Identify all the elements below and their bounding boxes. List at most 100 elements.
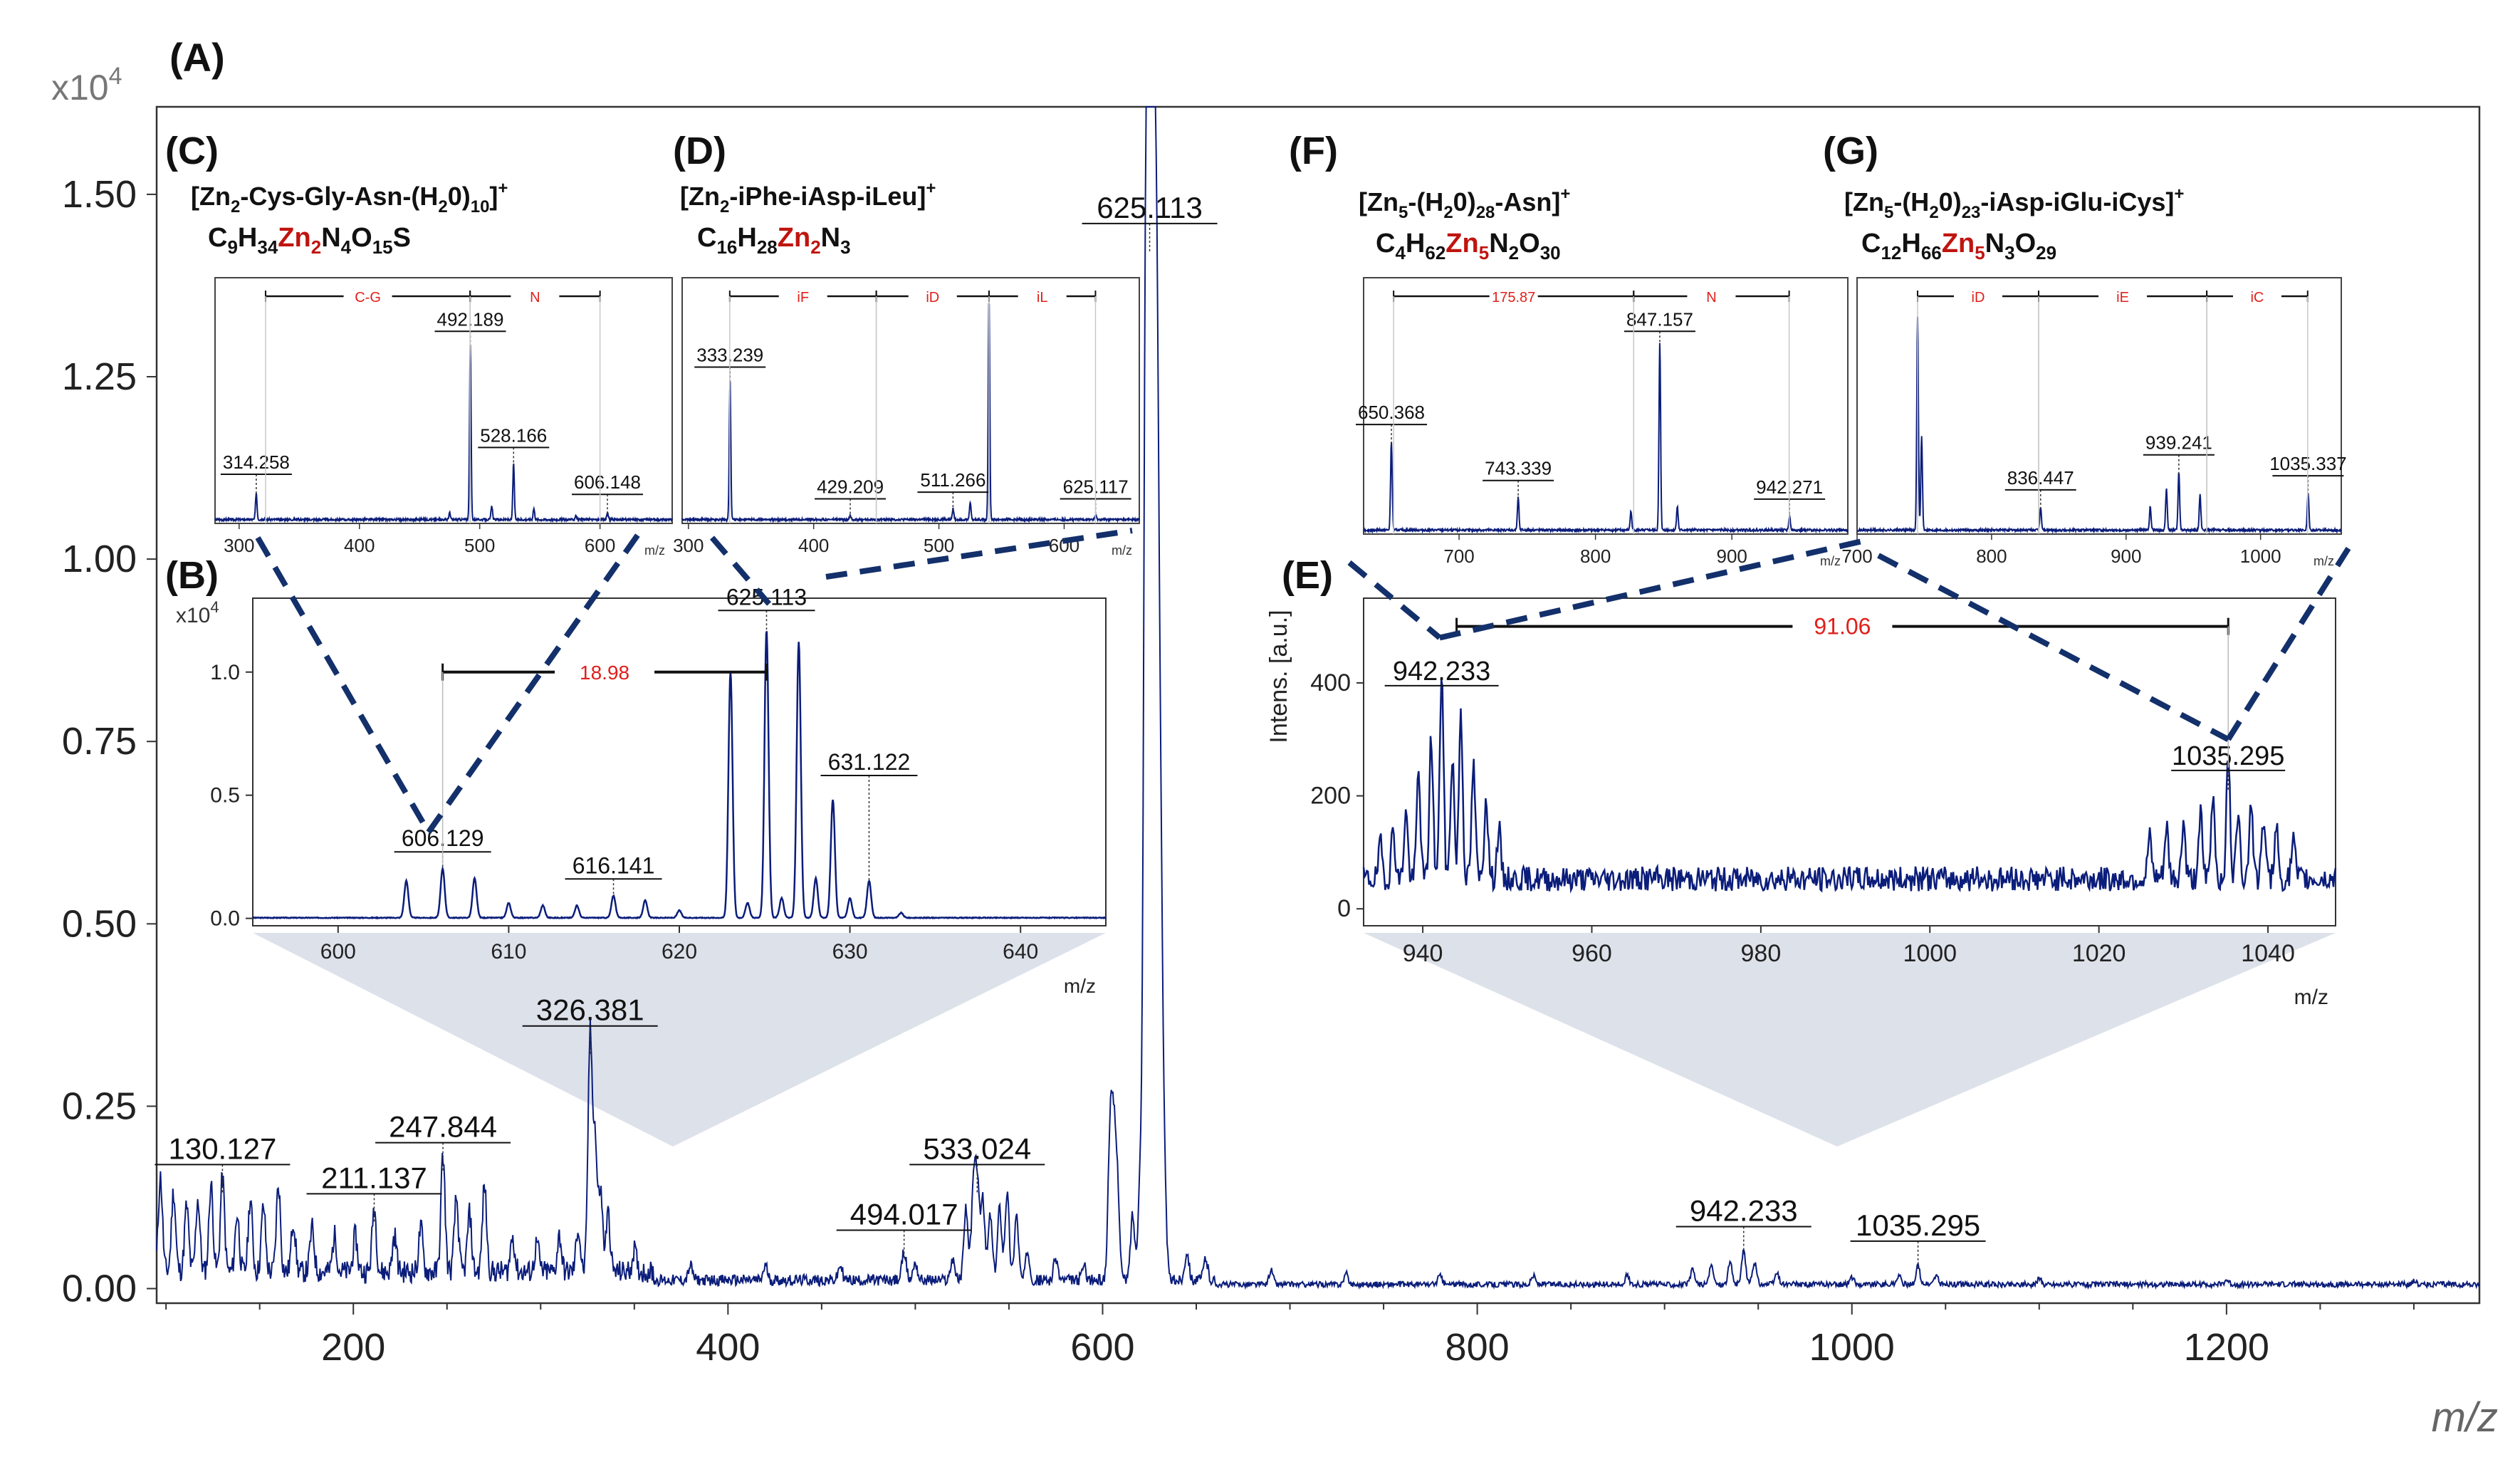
bracket-label: 18.98 [580, 662, 629, 684]
zoom-connector [426, 528, 644, 834]
fragment-label: 175.87 [1492, 290, 1535, 306]
peak-label: 429.209 [817, 476, 884, 498]
x-tick-label: 700 [1443, 545, 1474, 567]
x-tick-label: 300 [673, 535, 704, 556]
y-tick-label: 0.25 [62, 1085, 137, 1127]
x-tick-label: 620 [662, 940, 697, 964]
panel-b-spectrum-line [252, 631, 1107, 920]
y-tick-label: 0.0 [210, 907, 240, 931]
x-tick-label: 400 [798, 535, 829, 556]
x-tick-label: 960 [1572, 940, 1612, 967]
x-tick-label: 200 [321, 1326, 385, 1369]
panel-label-a: (A) [169, 35, 225, 80]
x-tick-label: 640 [1003, 940, 1038, 964]
x-tick-label: 600 [320, 940, 356, 964]
x-tick-label: 1000 [1903, 940, 1957, 967]
x-tick-label: 1200 [2184, 1326, 2269, 1369]
molecular-formula: C4H62Zn5N2O30 [1376, 229, 1561, 263]
x-tick-label: 1000 [2240, 545, 2281, 567]
fragment-label-bg [343, 288, 392, 305]
peak-label: 533.024 [923, 1132, 1031, 1165]
fragment-label: iC [2250, 290, 2264, 306]
y-tick-label: 0.5 [210, 784, 240, 808]
panel-label-c: (C) [165, 130, 219, 172]
x-tick-label: 980 [1741, 940, 1782, 967]
zoom-connector [709, 536, 772, 606]
x-tick-label: 400 [344, 535, 375, 556]
peak-label: 847.157 [1626, 308, 1693, 330]
x-tick-label: 1000 [1809, 1326, 1895, 1369]
peak-label: 625.113 [1097, 191, 1203, 224]
zoom-connector [825, 528, 1133, 580]
fragment-label-bg [2098, 288, 2148, 305]
zoom-wedge-b [253, 933, 1106, 1147]
x-axis-label: m/z [2314, 554, 2334, 568]
peak-label: 942.233 [1393, 657, 1490, 686]
peak-label: 939.241 [2145, 432, 2212, 454]
peak-label: 528.166 [480, 424, 547, 446]
x-axis-label: m/z [1820, 554, 1841, 568]
main-spectrum-line [156, 106, 2480, 1290]
panel-g-frame [1856, 277, 2342, 535]
x-axis-label: m/z [1064, 975, 1096, 997]
x-tick-label: 300 [224, 535, 254, 556]
panel-d-frame [681, 277, 1140, 524]
zoom-connector [2225, 546, 2351, 741]
peak-label: 247.844 [389, 1110, 497, 1144]
precursor-ion-title: [Zn5-(H20)28-Asn]+ [1359, 184, 1570, 222]
bracket-label-bg [555, 660, 655, 684]
x-tick-label: 1040 [2241, 940, 2295, 967]
fragment-label-bg [908, 288, 957, 305]
fragment-label: iD [1972, 290, 1985, 306]
y-tick-label: 1.25 [62, 355, 137, 398]
x-tick-label: 700 [1841, 545, 1872, 567]
peak-label: 836.447 [2007, 467, 2074, 489]
peak-label: 650.368 [1358, 402, 1425, 423]
y-axis-label: Intens. [a.u.] [1265, 610, 1292, 743]
exponent-label: x104 [176, 598, 219, 627]
peak-label: 130.127 [168, 1132, 276, 1165]
main-plot-frame [155, 105, 2481, 1305]
x-axis-label: m/z [2432, 1394, 2498, 1441]
fragment-label-bg [1954, 288, 2002, 305]
zoom-wedge-e [1364, 933, 2336, 1147]
x-tick-label: 800 [1445, 1326, 1510, 1369]
molecular-formula: C12H66Zn5N3O29 [1861, 229, 2056, 263]
peak-label: 1035.295 [1856, 1208, 1980, 1242]
panel-label-b: (B) [165, 554, 219, 597]
panel-g-spectrum-line [1857, 316, 2342, 534]
x-axis-label: m/z [1112, 543, 1132, 558]
peak-label: 743.339 [1485, 458, 1552, 479]
x-tick-label: 600 [585, 535, 615, 556]
panel-c-frame [214, 277, 673, 524]
panel-label-g: (G) [1823, 130, 1878, 172]
y-tick-label: 0.00 [62, 1268, 137, 1310]
x-tick-label: 500 [464, 535, 495, 556]
fragment-label: iE [2116, 290, 2129, 306]
x-tick-label: 900 [2111, 545, 2141, 567]
y-tick-label: 0.50 [62, 902, 137, 945]
zoom-connector [1438, 538, 1863, 641]
bracket-label-bg [1792, 613, 1893, 639]
panel-label-e: (E) [1282, 554, 1333, 597]
fragment-label-bg [778, 288, 827, 305]
fragment-label: iL [1037, 290, 1048, 306]
peak-label: 494.017 [850, 1198, 958, 1231]
panel-e-spectrum-line [1362, 679, 2337, 894]
zoom-connector [255, 536, 432, 834]
peak-label: 606.148 [574, 471, 641, 493]
peak-label: 942.233 [1690, 1194, 1798, 1227]
precursor-ion-title: [Zn5-(H20)23-iAsp-iGlu-iCys]+ [1844, 184, 2184, 222]
fragment-label-bg [1687, 288, 1736, 305]
zoom-connector [1347, 560, 1442, 640]
main-spectrum-group [156, 106, 2480, 1290]
y-tick-label: 0 [1337, 895, 1351, 922]
panel-label-f: (F) [1289, 130, 1338, 172]
peak-label: 511.266 [920, 469, 985, 491]
fragment-label: C-G [355, 290, 381, 306]
panel-f-frame [1363, 277, 1849, 535]
x-tick-label: 1020 [2072, 940, 2126, 967]
exponent-label: x104 [51, 63, 122, 108]
y-tick-label: 400 [1310, 669, 1351, 696]
